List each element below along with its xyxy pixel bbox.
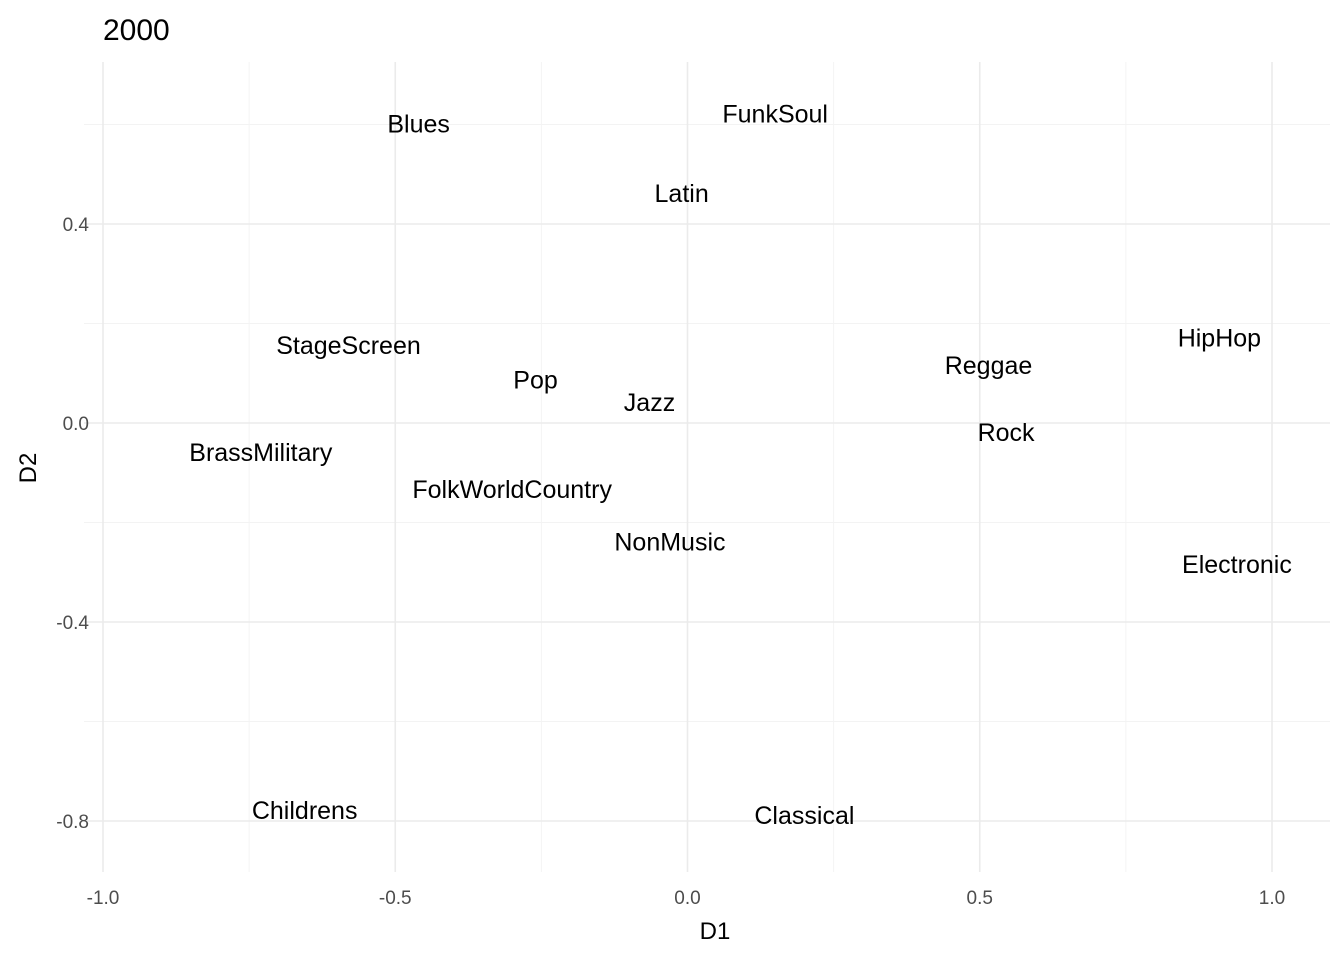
x-tick-label: 0.5 xyxy=(967,888,993,909)
point-label-brassmilitary: BrassMilitary xyxy=(189,439,333,467)
point-label-latin: Latin xyxy=(655,180,709,208)
y-tick-label: 0.0 xyxy=(63,414,89,435)
y-axis-ticks: 0.4 0.0 -0.4 -0.8 xyxy=(56,215,89,833)
x-tick-label: 1.0 xyxy=(1259,888,1285,909)
y-tick-label: -0.8 xyxy=(56,812,89,833)
point-label-funksoul: FunkSoul xyxy=(722,101,828,129)
point-label-childrens: Childrens xyxy=(252,797,358,825)
x-tick-label: -0.5 xyxy=(379,888,412,909)
point-label-classical: Classical xyxy=(754,802,854,830)
point-labels: Blues FunkSoul Latin StageScreen HipHop Regga… xyxy=(189,101,1292,830)
y-tick-label: 0.4 xyxy=(63,215,90,236)
point-label-blues: Blues xyxy=(387,111,450,139)
x-axis-ticks: -1.0 -0.5 0.0 0.5 1.0 xyxy=(87,888,1286,909)
chart-title: 2000 xyxy=(103,14,170,47)
x-axis-title: D1 xyxy=(700,918,731,945)
y-axis-title: D2 xyxy=(15,453,42,484)
point-label-folkworldcountry: FolkWorldCountry xyxy=(412,476,612,504)
grid-lines xyxy=(84,62,1330,872)
point-label-pop: Pop xyxy=(513,367,557,395)
point-label-hiphop: HipHop xyxy=(1178,324,1261,352)
x-tick-label: -1.0 xyxy=(87,888,120,909)
point-label-electronic: Electronic xyxy=(1182,551,1292,579)
point-label-stagescreen: StageScreen xyxy=(276,332,421,360)
y-tick-label: -0.4 xyxy=(56,613,89,634)
x-tick-label: 0.0 xyxy=(674,888,700,909)
point-label-rock: Rock xyxy=(978,419,1035,447)
point-label-reggae: Reggae xyxy=(945,352,1033,380)
point-label-jazz: Jazz xyxy=(624,389,675,417)
point-label-nonmusic: NonMusic xyxy=(614,528,725,556)
